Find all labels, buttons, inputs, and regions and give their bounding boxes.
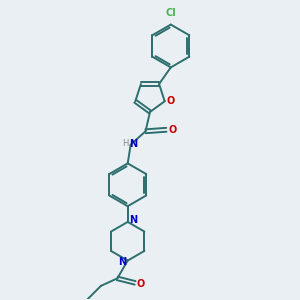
Text: N: N [130,215,138,225]
Text: H: H [122,139,128,148]
Text: Cl: Cl [165,8,176,18]
Text: N: N [118,257,126,267]
Text: O: O [137,279,145,289]
Text: N: N [129,139,137,149]
Text: O: O [168,125,176,135]
Text: O: O [167,96,175,106]
